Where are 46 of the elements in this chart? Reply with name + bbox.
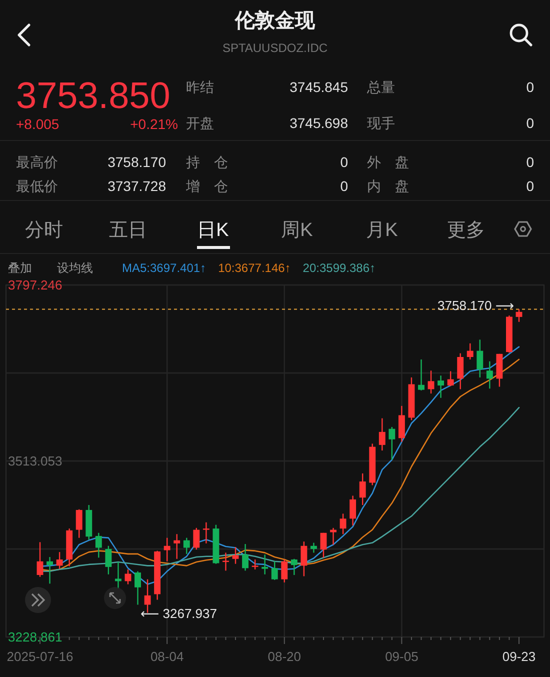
text: 0: [526, 154, 534, 170]
text: 0: [340, 178, 348, 194]
text: 总量: [366, 79, 395, 95]
text: 增 仓: [185, 178, 228, 194]
text: +8.005: [16, 116, 60, 132]
text: 3737.728: [108, 178, 166, 194]
y-tick-label: 3797.246: [8, 278, 62, 292]
text: 更多: [447, 220, 485, 241]
chart-title: 伦敦金现: [234, 9, 316, 32]
annotation: ⟵ 3267.937: [140, 606, 218, 621]
x-tick-label: 2025-07-16: [6, 649, 74, 664]
text: 最高价: [16, 154, 58, 170]
text: 日K: [197, 220, 230, 241]
text: 0: [526, 115, 534, 131]
text: 0: [526, 178, 534, 194]
text: 3753.850: [16, 75, 170, 116]
text: 持 仓: [186, 154, 228, 170]
text: 20:3599.386↑: [302, 261, 376, 275]
text: 月K: [366, 220, 398, 241]
text: MA5:3697.401↑: [122, 261, 206, 275]
y-tick-label: 3513.053: [8, 454, 62, 468]
text: 3745.845: [290, 79, 348, 95]
text: 外 盘: [367, 154, 409, 170]
text: 五日: [109, 220, 147, 241]
text: 周K: [281, 220, 314, 241]
text: 3758.170: [108, 154, 166, 170]
text: +0.21%: [130, 116, 178, 132]
y-tick-label: 3228.861: [8, 630, 62, 644]
x-tick-label: 09-05: [385, 649, 418, 664]
text: 设均线: [57, 261, 93, 275]
text: 开盘: [186, 115, 214, 131]
text: 最低价: [16, 178, 58, 194]
text: 内 盘: [367, 178, 409, 194]
text: 叠加: [8, 261, 32, 275]
x-tick-label: 08-04: [150, 649, 184, 664]
text: 10:3677.146↑: [218, 261, 291, 275]
chart-subtitle: SPTAUUSDOZ.IDC: [222, 41, 328, 55]
text: 现手: [367, 115, 395, 131]
annotation: 3758.170 ⟶: [438, 298, 514, 314]
text: 0: [526, 79, 534, 95]
x-tick-label: 08-20: [268, 649, 302, 664]
text: 昨结: [186, 79, 214, 95]
x-tick-label: 09-23: [502, 649, 536, 664]
text: 0: [340, 154, 348, 170]
text: 3745.698: [290, 115, 348, 131]
text: 分时: [25, 220, 63, 241]
